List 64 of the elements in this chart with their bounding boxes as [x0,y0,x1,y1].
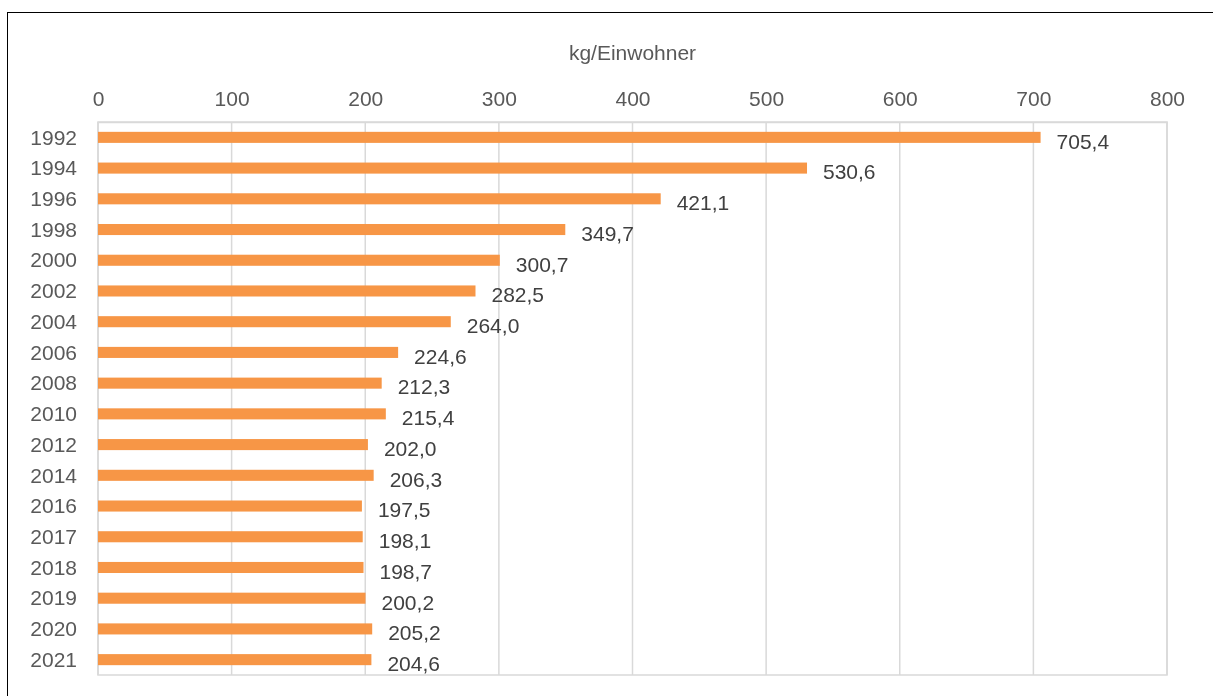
y-tick-label: 2021 [30,647,77,671]
data-label: 198,7 [379,559,433,583]
bar [98,377,382,389]
bar [98,131,1041,143]
data-label: 300,7 [515,252,569,276]
y-tick-label: 1998 [30,217,77,241]
x-tick-label: 300 [481,87,517,110]
y-tick-label: 2004 [30,309,78,333]
x-tick-label: 200 [348,87,384,110]
bar [98,285,476,297]
data-label: 197,5 [377,498,431,522]
bar [98,254,500,266]
y-tick-label: 2012 [30,432,77,456]
bar [98,193,661,205]
x-tick-label: 100 [214,87,250,110]
bar [98,408,386,420]
bar [98,346,399,358]
x-tick-label: 800 [1149,87,1186,110]
data-label: 200,2 [381,590,435,614]
data-label: 224,6 [414,344,467,368]
bar [98,592,366,604]
bar [98,224,566,236]
bar [98,531,363,543]
bar [98,623,373,635]
y-tick-label: 2002 [30,279,77,303]
y-tick-label: 2014 [30,463,78,487]
x-tick-label: 500 [749,87,785,110]
y-tick-label: 2006 [30,340,77,364]
data-label: 349,7 [581,221,634,245]
data-label: 206,3 [389,467,443,491]
y-tick-label: 1994 [30,156,78,180]
y-tick-label: 2000 [30,248,77,272]
bar [98,316,451,328]
data-label: 705,4 [1056,129,1110,153]
data-label: 530,6 [823,160,876,184]
y-tick-label: 1996 [30,187,77,211]
data-label: 202,0 [383,436,437,460]
data-label: 215,4 [401,406,455,430]
x-tick-label: 700 [1016,87,1052,110]
y-tick-label: 1992 [30,125,77,149]
x-axis-title: kg/Einwohner [568,41,697,65]
bar [98,439,368,451]
data-label: 264,0 [466,314,520,338]
bar [98,561,364,573]
x-tick-label: 400 [615,87,651,110]
data-label: 204,6 [387,651,440,675]
x-tick-label: 0 [92,87,105,110]
y-tick-label: 2019 [30,586,77,610]
y-tick-label: 2008 [30,371,77,395]
y-tick-label: 2010 [30,402,77,426]
data-label: 205,2 [388,621,441,645]
data-label: 198,1 [378,529,432,553]
data-label: 212,3 [397,375,451,399]
data-label: 421,1 [676,191,730,215]
y-tick-label: 2018 [30,555,77,579]
bar [98,469,374,481]
bar [98,500,362,512]
bar [98,162,808,174]
y-tick-label: 2020 [30,617,77,641]
x-tick-label: 600 [882,87,918,110]
y-tick-label: 2016 [30,494,77,518]
bar [98,654,372,666]
y-tick-label: 2017 [30,524,77,548]
data-label: 282,5 [491,283,545,307]
